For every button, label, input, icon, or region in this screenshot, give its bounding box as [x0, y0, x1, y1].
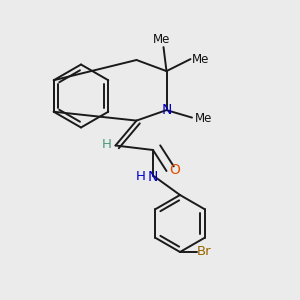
- Text: Br: Br: [197, 245, 212, 258]
- Text: N: N: [148, 170, 158, 184]
- Text: N: N: [161, 103, 172, 117]
- Text: H: H: [136, 170, 146, 184]
- Text: Me: Me: [194, 112, 212, 125]
- Text: Me: Me: [192, 52, 209, 66]
- Text: Me: Me: [153, 33, 171, 46]
- Text: H: H: [102, 138, 112, 152]
- Text: O: O: [169, 163, 180, 176]
